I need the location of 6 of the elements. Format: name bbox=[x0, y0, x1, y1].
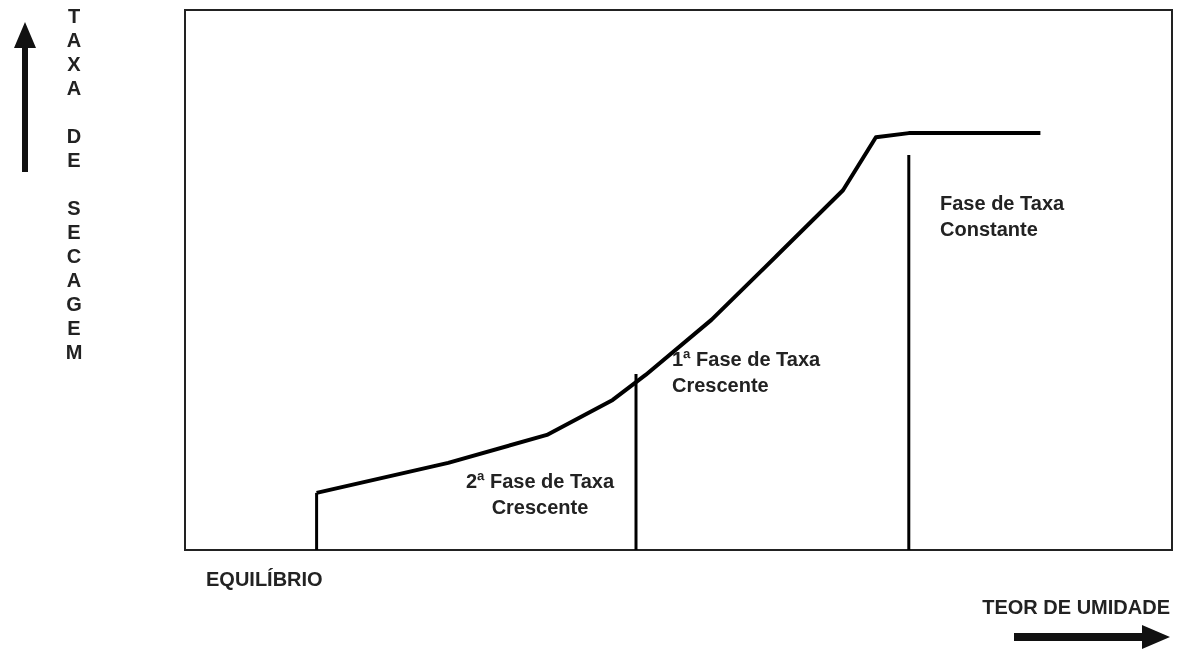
text: EQUILÍBRIO bbox=[206, 567, 324, 592]
annotation: 1ª Fase de Taxa Crescente bbox=[672, 347, 822, 398]
annotation: 2ª Fase de Taxa Crescente bbox=[464, 469, 616, 520]
x-axis-title: TEOR DE UMIDADE bbox=[982, 596, 1170, 619]
annotation: Fase de Taxa Constante bbox=[940, 191, 1066, 242]
text: TAXA DE SECAGEM bbox=[65, 5, 83, 363]
